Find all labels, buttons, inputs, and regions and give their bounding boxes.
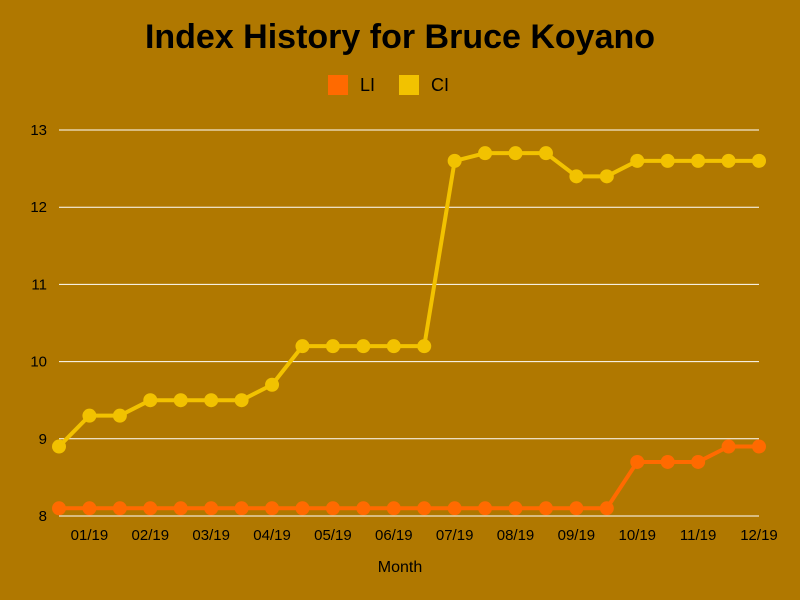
y-tick-label: 12 (30, 199, 47, 216)
data-point (265, 501, 280, 516)
x-tick-label: 10/19 (618, 527, 656, 544)
data-point (143, 501, 158, 516)
data-point (112, 501, 127, 516)
data-point (325, 339, 340, 354)
x-tick-label: 11/19 (680, 527, 716, 544)
x-tick-label: 09/19 (558, 527, 596, 544)
data-point (52, 501, 66, 516)
data-point (173, 393, 188, 408)
data-point (599, 169, 614, 184)
data-point (447, 501, 462, 516)
x-tick-label: 05/19 (314, 527, 352, 544)
data-point (234, 393, 249, 408)
chart-title: Index History for Bruce Koyano (145, 18, 655, 56)
legend-label-li: LI (360, 75, 375, 95)
data-point (143, 393, 158, 408)
data-point (508, 146, 523, 161)
y-tick-label: 8 (39, 508, 47, 525)
data-point (538, 146, 553, 161)
data-point (478, 146, 493, 161)
x-axis-label: Month (378, 559, 422, 576)
x-tick-label: 12/19 (740, 527, 778, 544)
data-point (721, 439, 736, 454)
data-point (265, 377, 280, 392)
x-tick-label: 07/19 (436, 527, 474, 544)
data-point (386, 339, 401, 354)
data-point (82, 408, 97, 423)
x-tick-label: 04/19 (253, 527, 291, 544)
series-line (57, 151, 759, 448)
legend-swatch-li (328, 75, 348, 95)
data-point (82, 501, 97, 516)
x-tick-label: 01/19 (71, 527, 109, 544)
data-point (569, 169, 584, 184)
series-ci (52, 146, 766, 454)
data-point (508, 501, 523, 516)
gridlines (59, 129, 759, 517)
series-line (59, 444, 759, 511)
series-li (52, 439, 766, 516)
data-point (52, 439, 66, 454)
data-point (173, 501, 188, 516)
data-point (417, 501, 432, 516)
data-point (752, 439, 766, 454)
y-tick-label: 10 (30, 354, 47, 371)
data-point (447, 153, 462, 168)
series-group (52, 146, 766, 516)
data-point (599, 501, 614, 516)
data-point (204, 393, 219, 408)
legend-swatch-ci (399, 75, 419, 95)
data-point (660, 153, 675, 168)
legend: LI CI (328, 75, 449, 95)
x-tick-label: 02/19 (132, 527, 170, 544)
y-axis: 8 9 10 11 12 13 (30, 122, 47, 525)
data-point (478, 501, 493, 516)
data-point (630, 153, 645, 168)
data-point (538, 501, 553, 516)
data-point (295, 501, 310, 516)
data-point (569, 501, 584, 516)
x-tick-label: 06/19 (375, 527, 413, 544)
data-point (295, 339, 310, 354)
x-tick-label: 08/19 (497, 527, 535, 544)
data-point (721, 153, 736, 168)
data-point (325, 501, 340, 516)
data-point (691, 454, 706, 469)
data-point (356, 339, 371, 354)
data-point (356, 501, 371, 516)
x-tick-label: 03/19 (192, 527, 230, 544)
y-tick-label: 9 (39, 431, 47, 448)
data-point (234, 501, 249, 516)
data-point (112, 408, 127, 423)
data-point (660, 454, 675, 469)
data-point (752, 153, 766, 168)
data-point (691, 153, 706, 168)
legend-label-ci: CI (431, 75, 449, 95)
data-point (386, 501, 401, 516)
y-tick-label: 11 (31, 276, 47, 293)
data-point (630, 454, 645, 469)
data-point (417, 339, 432, 354)
x-axis: 01/19 02/19 03/19 04/19 05/19 06/19 07/19 08/19… (71, 527, 778, 544)
y-tick-label: 13 (30, 122, 47, 139)
data-point (204, 501, 219, 516)
